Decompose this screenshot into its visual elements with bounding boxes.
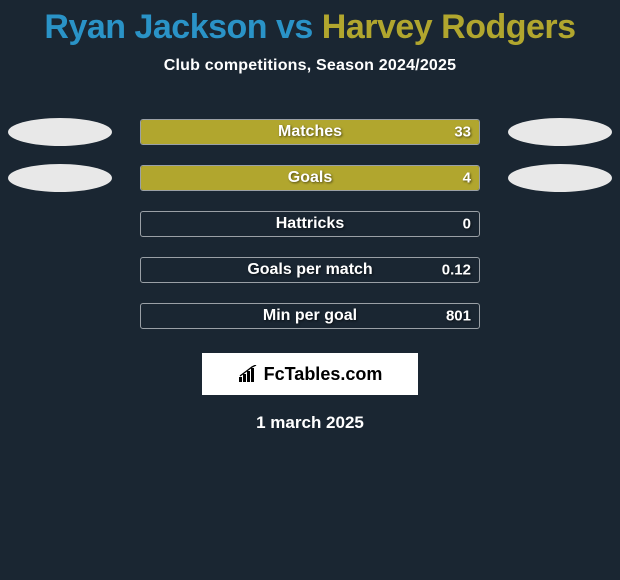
stat-row: Min per goal801: [0, 293, 620, 339]
stat-bar: Matches33: [140, 119, 480, 145]
player2-name: Harvey Rodgers: [322, 8, 576, 46]
player2-oval: [508, 118, 612, 146]
stat-value: 0: [463, 216, 471, 233]
page-title: Ryan Jackson vs Harvey Rodgers: [0, 0, 620, 47]
stat-row: Matches33: [0, 109, 620, 155]
stat-value: 33: [454, 124, 471, 141]
stat-bar: Goals per match0.12: [140, 257, 480, 283]
stat-value: 0.12: [442, 262, 471, 279]
player1-oval: [8, 118, 112, 146]
stat-value: 801: [446, 308, 471, 325]
stat-row: Hattricks0: [0, 201, 620, 247]
player1-oval: [8, 164, 112, 192]
vs-text: vs: [267, 8, 322, 46]
stat-label: Hattricks: [141, 215, 479, 233]
stat-row: Goals per match0.12: [0, 247, 620, 293]
stat-label: Matches: [141, 123, 479, 141]
subtitle: Club competitions, Season 2024/2025: [0, 57, 620, 75]
footer-date: 1 march 2025: [0, 413, 620, 433]
stat-label: Goals: [141, 169, 479, 187]
stat-bar: Min per goal801: [140, 303, 480, 329]
branding-logo: FcTables.com: [238, 364, 383, 385]
branding-box: FcTables.com: [202, 353, 418, 395]
player2-oval: [508, 164, 612, 192]
stat-label: Min per goal: [141, 307, 479, 325]
branding-label: FcTables.com: [264, 364, 383, 385]
stat-value: 4: [463, 170, 471, 187]
stat-bar: Goals4: [140, 165, 480, 191]
stat-bar: Hattricks0: [140, 211, 480, 237]
stat-label: Goals per match: [141, 261, 479, 279]
stats-block: Matches33 Goals4 Hattricks0 Goals per match…: [0, 109, 620, 339]
bars-icon: [238, 365, 260, 383]
player1-name: Ryan Jackson: [44, 8, 267, 46]
stat-row: Goals4: [0, 155, 620, 201]
